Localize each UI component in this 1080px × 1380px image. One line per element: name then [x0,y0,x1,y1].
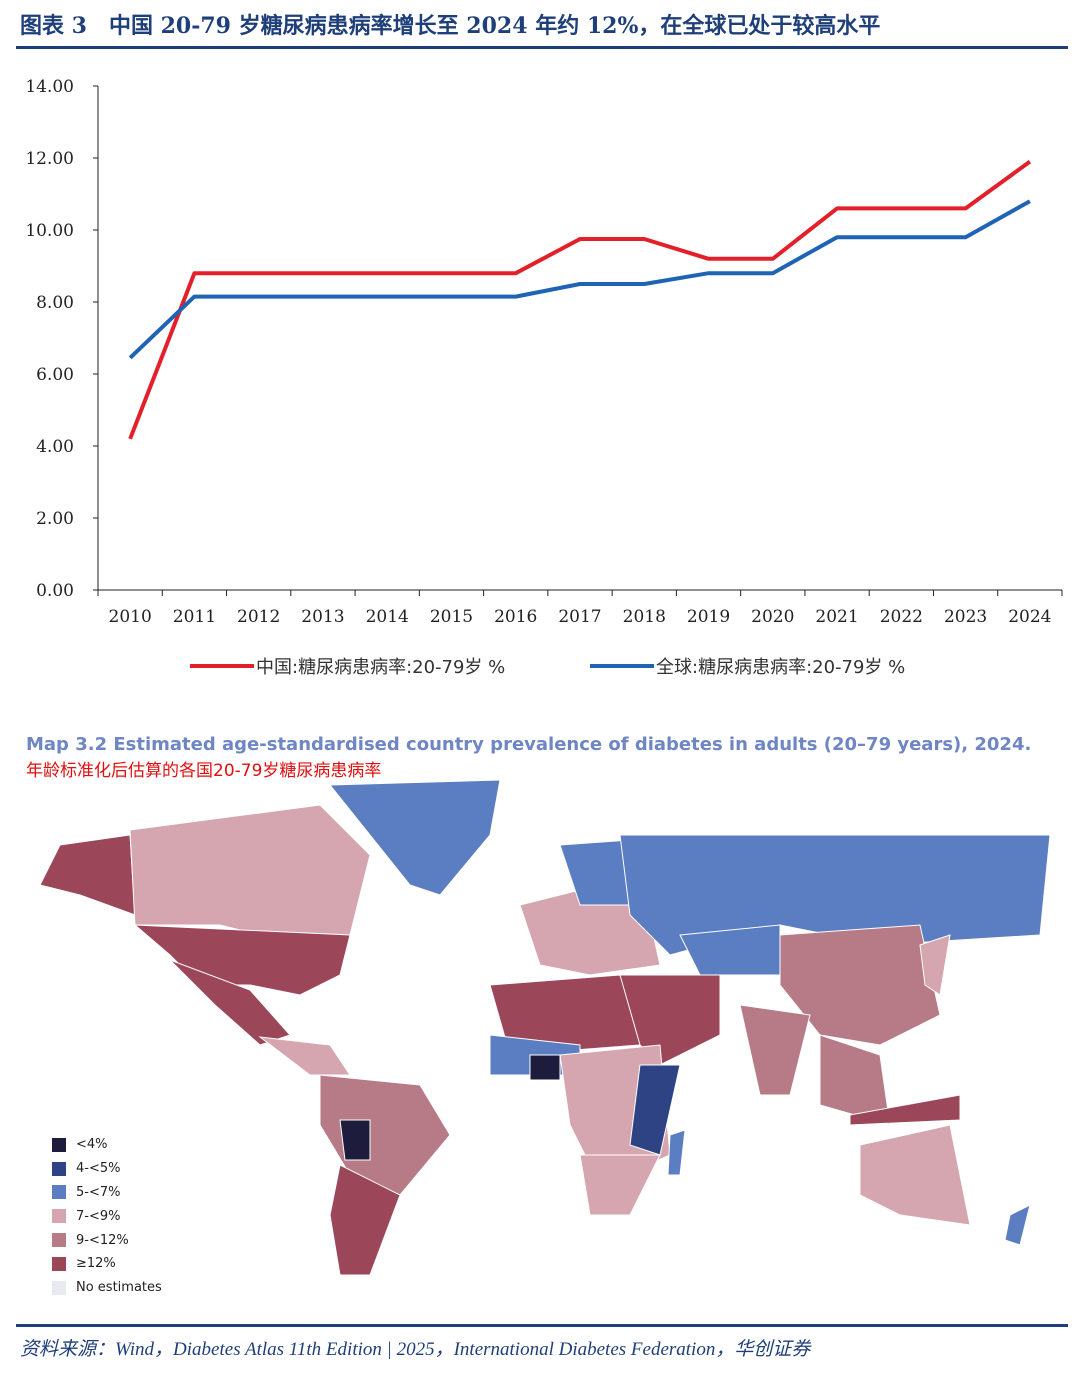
country-new-zealand [1004,1204,1031,1246]
x-tick-label: 2010 [109,607,152,627]
x-tick-label: 2021 [815,607,858,627]
x-tick-label: 2012 [237,607,280,627]
legend-item: 9-<12% [52,1228,162,1252]
legend-label: 4-<5% [76,1161,121,1177]
legend-label: ≥12% [76,1256,116,1272]
legend-item: 5-<7% [52,1181,162,1205]
y-tick-label: 0.00 [36,581,74,601]
world-map [39,779,1051,1276]
x-tick-label: 2016 [494,607,537,627]
country-australia [859,1124,971,1226]
legend-item: ≥12% [52,1252,162,1276]
country-southeast-asia [819,1034,891,1126]
legend-swatch [52,1185,66,1200]
x-tick-label: 2011 [173,607,216,627]
country-greenland [328,779,501,896]
legend-item: No estimates [52,1276,162,1300]
legend-swatch [52,1137,66,1152]
legend-label: 9-<12% [76,1232,129,1248]
legend-label: 中国:糖尿病患病率:20-79岁 % [256,657,505,678]
y-tick-label: 4.00 [36,437,74,457]
legend-item: 4-<5% [52,1157,162,1181]
map-title: Map 3.2 Estimated age-standardised count… [26,734,1032,755]
country-north-africa [489,974,641,1056]
figure-title: 图表 3 中国 20-79 岁糖尿病患病率增长至 2024 年约 12%，在全球… [20,13,881,39]
legend-label: 7-<9% [76,1208,121,1224]
footer-divider [16,1324,1068,1327]
country-canada [129,804,371,946]
country-southern-africa [579,1154,661,1216]
legend-swatch [52,1256,66,1271]
country-japan [919,934,951,996]
legend-item: 7-<9% [52,1204,162,1228]
country-madagascar [667,1129,686,1176]
country-bolivia [339,1119,371,1161]
legend-label: 全球:糖尿病患病率:20-79岁 % [656,657,905,678]
x-tick-label: 2020 [751,607,794,627]
x-tick-label: 2022 [880,607,923,627]
series-line-global [128,199,1031,360]
y-tick-label: 2.00 [36,509,74,529]
y-tick-label: 8.00 [36,293,74,313]
x-tick-label: 2019 [687,607,730,627]
legend-swatch [52,1233,66,1248]
legend-swatch [52,1280,66,1295]
legend-label: <4% [76,1137,108,1153]
country-indonesia [849,1094,961,1126]
legend-label: 5-<7% [76,1184,121,1200]
x-tick-label: 2014 [366,607,409,627]
title-divider [16,46,1068,49]
country-alaska [39,834,136,916]
x-tick-label: 2024 [1008,607,1051,627]
legend-label: No estimates [76,1280,162,1296]
country-india [739,1004,811,1096]
x-tick-label: 2015 [430,607,473,627]
y-tick-label: 12.00 [25,149,74,169]
y-tick-label: 6.00 [36,365,74,385]
legend-swatch [52,1209,66,1224]
legend-swatch [52,1161,66,1176]
line-chart: 0.00 2.00 4.00 6.00 8.00 10.00 12.00 14.00 2010 2… [25,77,1063,678]
country-nigeria [529,1054,561,1081]
x-tick-label: 2017 [558,607,601,627]
source-note: 资料来源：Wind，Diabetes Atlas 11th Edition | … [20,1339,811,1360]
country-central-america [258,1036,351,1076]
map-subtitle: 年龄标准化后估算的各国20-79岁糖尿病患病率 [26,761,382,781]
legend-item: <4% [52,1133,162,1157]
map-legend: <4% 4-<5% 5-<7% 7-<9% 9-<12% ≥12% No est… [52,1133,162,1300]
series-line-china [128,159,1032,440]
country-south-america-south [329,1164,401,1276]
x-tick-label: 2023 [944,607,987,627]
y-tick-label: 10.00 [25,221,74,241]
country-china [779,924,941,1046]
country-usa [133,924,351,996]
y-tick-label: 14.00 [25,77,74,97]
x-tick-label: 2018 [623,607,666,627]
x-tick-label: 2013 [301,607,344,627]
